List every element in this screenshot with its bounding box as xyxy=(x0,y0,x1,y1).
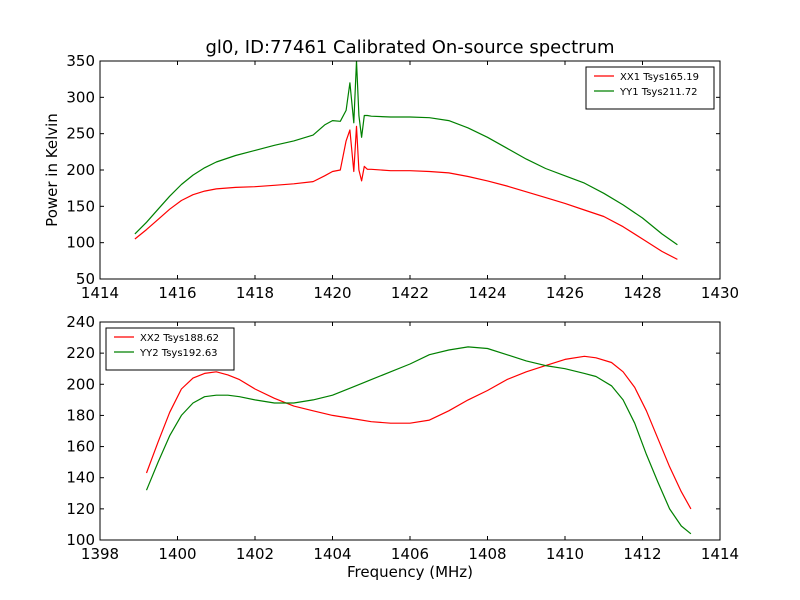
x-axis-label: Frequency (MHz) xyxy=(347,563,473,581)
legend-label: YY2 Tsys192.63 xyxy=(139,348,218,359)
y-axis-label: Power in Kelvin xyxy=(43,113,61,227)
y-tick-label: 120 xyxy=(66,500,95,518)
x-tick-label: 1408 xyxy=(468,545,506,563)
x-tick-label: 1430 xyxy=(701,284,739,302)
series-line-2 xyxy=(134,61,678,246)
x-tick-label: 1406 xyxy=(391,545,429,563)
y-tick-label: 100 xyxy=(66,234,95,252)
series-group xyxy=(134,61,678,260)
x-tick-label: 1424 xyxy=(468,284,506,302)
series-group xyxy=(145,346,692,535)
chart-title: gl0, ID:77461 Calibrated On-source spect… xyxy=(205,37,614,58)
legend-box xyxy=(105,327,235,371)
x-tick-label: 1428 xyxy=(623,284,661,302)
y-tick-label: 200 xyxy=(66,161,95,179)
y-tick-label: 220 xyxy=(66,344,95,362)
y-tick-label: 250 xyxy=(66,125,95,143)
subplots: 1414 1416 1418 1420 1422 1424 1426 1428 1430 50 10… xyxy=(43,52,739,581)
y-tick-label: 150 xyxy=(66,197,95,215)
series-line-1 xyxy=(145,355,692,510)
x-tick-label: 1426 xyxy=(546,284,584,302)
y-tick-label: 100 xyxy=(66,531,95,549)
subplot-2: 1398 1400 1402 1404 1406 1408 1410 1412 1414 100 1… xyxy=(66,313,739,581)
x-tick-label: 1414 xyxy=(81,284,119,302)
legend-label: XX1 Tsys165.19 xyxy=(620,72,699,83)
y-tick-label: 180 xyxy=(66,406,95,424)
y-tick-label: 240 xyxy=(66,313,95,331)
subplot-1: 1414 1416 1418 1420 1422 1424 1426 1428 1430 50 10… xyxy=(43,52,739,302)
x-tick-label: 1420 xyxy=(313,284,351,302)
x-tick-label: 1412 xyxy=(623,545,661,563)
legend-label: XX2 Tsys188.62 xyxy=(140,333,219,344)
legend: XX2 Tsys188.62 YY2 Tsys192.63 xyxy=(105,327,235,371)
series-line-2 xyxy=(145,346,692,535)
y-tick-label: 50 xyxy=(76,270,95,288)
legend-box xyxy=(585,66,715,110)
y-tick-label: 140 xyxy=(66,469,95,487)
legend-label: YY1 Tsys211.72 xyxy=(619,87,698,98)
x-tick-label: 1410 xyxy=(546,545,584,563)
x-tick-label: 1404 xyxy=(313,545,351,563)
x-tick-label: 1414 xyxy=(701,545,739,563)
x-tick-label: 1422 xyxy=(391,284,429,302)
x-tick-label: 1416 xyxy=(158,284,196,302)
legend: XX1 Tsys165.19 YY1 Tsys211.72 xyxy=(585,66,715,110)
x-tick-label: 1398 xyxy=(81,545,119,563)
y-tick-label: 350 xyxy=(66,52,95,70)
y-tick-label: 200 xyxy=(66,375,95,393)
series-line-1 xyxy=(134,125,678,260)
y-tick-label: 300 xyxy=(66,88,95,106)
x-tick-label: 1402 xyxy=(236,545,274,563)
x-tick-label: 1400 xyxy=(158,545,196,563)
y-tick-label: 160 xyxy=(66,438,95,456)
x-tick-label: 1418 xyxy=(236,284,274,302)
